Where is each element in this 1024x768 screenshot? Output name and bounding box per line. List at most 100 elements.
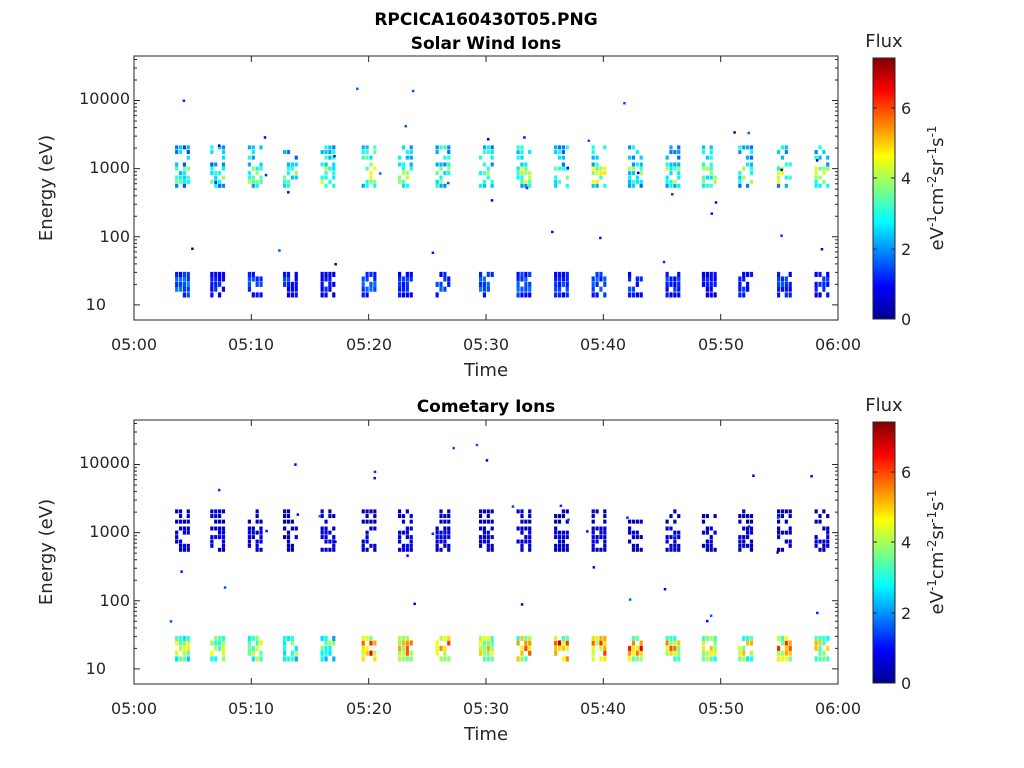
flux-cell — [814, 645, 818, 651]
flux-cell — [818, 145, 822, 150]
flux-cell — [524, 271, 528, 277]
flux-cell — [290, 635, 294, 641]
flux-cell — [709, 150, 713, 155]
flux-cell — [520, 547, 524, 552]
flux-cell — [182, 183, 187, 188]
flux-cell — [665, 276, 669, 282]
flux-cell — [447, 535, 451, 540]
flux-cell — [332, 175, 336, 180]
flux-cell — [365, 650, 369, 656]
flux-cell — [283, 271, 287, 277]
flux-cell — [182, 166, 187, 171]
flux-cell — [742, 656, 746, 662]
flux-cell — [749, 145, 754, 150]
flux-cell — [631, 162, 636, 167]
flux-cell — [665, 155, 669, 160]
flux-cell — [603, 650, 607, 656]
flux-cell — [320, 292, 324, 298]
flux-cell — [447, 635, 451, 641]
flux-cell — [435, 179, 439, 184]
flux-cell — [255, 179, 259, 184]
flux-cell — [361, 292, 365, 298]
flux-cell — [631, 530, 636, 535]
flux-cell — [818, 645, 822, 651]
flux-cell — [713, 276, 717, 282]
flux-cell — [369, 640, 373, 646]
flux-cell — [746, 271, 750, 277]
flux-cell — [557, 150, 562, 155]
flux-cell — [559, 504, 563, 508]
flux-cell — [409, 145, 413, 150]
flux-cell — [373, 519, 377, 524]
y-axis-label: Energy (eV) — [36, 499, 57, 605]
flux-cell — [822, 650, 826, 656]
flux-cell — [486, 286, 490, 292]
flux-cell — [443, 543, 447, 548]
flux-cell — [447, 162, 451, 167]
flux-cell — [631, 292, 636, 298]
flux-cell — [701, 281, 706, 287]
flux-cell — [401, 547, 406, 552]
flux-cell — [709, 526, 713, 531]
flux-cell — [290, 175, 294, 180]
flux-cell — [369, 271, 373, 277]
flux-cell — [365, 183, 369, 188]
flux-cell — [603, 635, 607, 641]
flux-cell — [677, 145, 681, 150]
flux-cell — [328, 286, 332, 292]
flux-cell — [669, 292, 673, 298]
flux-cell — [210, 514, 214, 519]
flux-cell — [599, 530, 603, 535]
colorbar-tick-label: 6 — [901, 99, 911, 118]
flux-cell — [738, 547, 742, 552]
flux-cell — [669, 650, 673, 656]
flux-cell — [780, 640, 785, 646]
flux-cell — [738, 539, 742, 544]
flux-cell — [635, 175, 639, 180]
flux-cell — [665, 166, 669, 171]
flux-cell — [603, 171, 607, 176]
flux-cell — [443, 650, 447, 656]
flux-cell — [486, 175, 490, 180]
flux-cell — [709, 292, 713, 298]
flux-cell — [490, 199, 494, 202]
flux-cell — [259, 530, 263, 535]
flux-cell — [626, 516, 629, 519]
flux-cell — [557, 535, 562, 540]
flux-cell — [182, 271, 187, 277]
flux-cell — [557, 645, 562, 651]
flux-cell — [328, 155, 332, 160]
flux-cell — [439, 519, 443, 524]
flux-cell — [405, 281, 409, 287]
flux-cell — [673, 645, 677, 651]
flux-cell — [784, 286, 788, 292]
flux-cell — [520, 539, 524, 544]
flux-cell — [186, 640, 190, 646]
flux-cell — [631, 519, 636, 524]
flux-cell — [635, 292, 639, 298]
flux-cell — [705, 530, 709, 535]
flux-cell — [603, 535, 607, 540]
flux-cell — [398, 547, 402, 552]
flux-cell — [251, 650, 255, 656]
flux-cell — [186, 543, 190, 548]
flux-cell — [210, 281, 214, 287]
flux-cell — [818, 292, 822, 298]
flux-cell — [749, 155, 754, 160]
flux-cell — [365, 145, 369, 150]
flux-cell — [677, 155, 681, 160]
flux-cell — [178, 271, 183, 277]
colorbar-title: Flux — [865, 31, 903, 52]
flux-cell — [214, 276, 218, 282]
flux-cell — [182, 645, 187, 651]
flux-cell — [218, 292, 222, 298]
flux-cell — [210, 292, 214, 298]
flux-cell — [369, 526, 373, 531]
flux-cell — [742, 635, 746, 641]
flux-cell — [554, 286, 558, 292]
flux-cell — [818, 650, 822, 656]
flux-cell — [814, 286, 818, 292]
flux-cell — [591, 281, 595, 287]
flux-cell — [639, 179, 643, 184]
flux-cell — [373, 547, 377, 552]
